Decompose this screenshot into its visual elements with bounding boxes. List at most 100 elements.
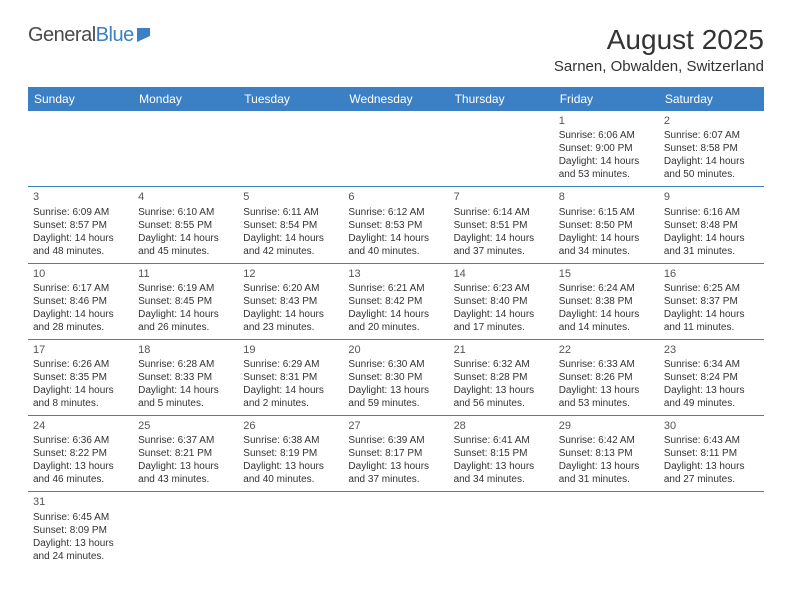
sunset-text: Sunset: 8:13 PM <box>559 447 654 460</box>
daylight-text: Daylight: 13 hours and 40 minutes. <box>243 460 338 486</box>
sunset-text: Sunset: 8:58 PM <box>664 142 759 155</box>
calendar-cell: 8Sunrise: 6:15 AMSunset: 8:50 PMDaylight… <box>554 187 659 263</box>
calendar-cell: 15Sunrise: 6:24 AMSunset: 8:38 PMDayligh… <box>554 263 659 339</box>
daylight-text: Daylight: 14 hours and 8 minutes. <box>33 384 128 410</box>
calendar-header-row: SundayMondayTuesdayWednesdayThursdayFrid… <box>28 87 764 111</box>
logo-text-general: General <box>28 24 96 47</box>
day-number: 22 <box>559 343 654 357</box>
day-number: 17 <box>33 343 128 357</box>
daylight-text: Daylight: 14 hours and 14 minutes. <box>559 308 654 334</box>
sunset-text: Sunset: 8:51 PM <box>454 219 549 232</box>
day-number: 16 <box>664 267 759 281</box>
sunrise-text: Sunrise: 6:29 AM <box>243 358 338 371</box>
sunrise-text: Sunrise: 6:15 AM <box>559 206 654 219</box>
calendar-cell-empty <box>28 111 133 187</box>
calendar-cell: 16Sunrise: 6:25 AMSunset: 8:37 PMDayligh… <box>659 263 764 339</box>
calendar-cell: 2Sunrise: 6:07 AMSunset: 8:58 PMDaylight… <box>659 111 764 187</box>
day-number: 10 <box>33 267 128 281</box>
calendar-cell: 21Sunrise: 6:32 AMSunset: 8:28 PMDayligh… <box>449 339 554 415</box>
sunrise-text: Sunrise: 6:11 AM <box>243 206 338 219</box>
sunrise-text: Sunrise: 6:07 AM <box>664 129 759 142</box>
sunset-text: Sunset: 8:31 PM <box>243 371 338 384</box>
day-header: Thursday <box>449 87 554 111</box>
sunset-text: Sunset: 8:28 PM <box>454 371 549 384</box>
sunrise-text: Sunrise: 6:24 AM <box>559 282 654 295</box>
day-number: 24 <box>33 419 128 433</box>
logo: GeneralBlue <box>28 24 156 47</box>
calendar-row: 31Sunrise: 6:45 AMSunset: 8:09 PMDayligh… <box>28 492 764 568</box>
calendar-cell-empty <box>449 111 554 187</box>
calendar-cell: 1Sunrise: 6:06 AMSunset: 9:00 PMDaylight… <box>554 111 659 187</box>
calendar-cell: 30Sunrise: 6:43 AMSunset: 8:11 PMDayligh… <box>659 416 764 492</box>
calendar-cell: 17Sunrise: 6:26 AMSunset: 8:35 PMDayligh… <box>28 339 133 415</box>
calendar-cell: 20Sunrise: 6:30 AMSunset: 8:30 PMDayligh… <box>343 339 448 415</box>
day-number: 29 <box>559 419 654 433</box>
header: GeneralBlue August 2025 Sarnen, Obwalden… <box>28 24 764 75</box>
sunset-text: Sunset: 8:45 PM <box>138 295 233 308</box>
daylight-text: Daylight: 14 hours and 23 minutes. <box>243 308 338 334</box>
day-number: 14 <box>454 267 549 281</box>
calendar-cell: 23Sunrise: 6:34 AMSunset: 8:24 PMDayligh… <box>659 339 764 415</box>
sunset-text: Sunset: 8:26 PM <box>559 371 654 384</box>
sunset-text: Sunset: 8:55 PM <box>138 219 233 232</box>
daylight-text: Daylight: 13 hours and 27 minutes. <box>664 460 759 486</box>
sunrise-text: Sunrise: 6:20 AM <box>243 282 338 295</box>
daylight-text: Daylight: 13 hours and 56 minutes. <box>454 384 549 410</box>
calendar-cell-empty <box>238 492 343 568</box>
calendar-cell: 9Sunrise: 6:16 AMSunset: 8:48 PMDaylight… <box>659 187 764 263</box>
daylight-text: Daylight: 13 hours and 53 minutes. <box>559 384 654 410</box>
calendar-cell: 10Sunrise: 6:17 AMSunset: 8:46 PMDayligh… <box>28 263 133 339</box>
daylight-text: Daylight: 14 hours and 2 minutes. <box>243 384 338 410</box>
sunrise-text: Sunrise: 6:32 AM <box>454 358 549 371</box>
day-number: 6 <box>348 190 443 204</box>
sunrise-text: Sunrise: 6:12 AM <box>348 206 443 219</box>
sunrise-text: Sunrise: 6:43 AM <box>664 434 759 447</box>
sunset-text: Sunset: 8:46 PM <box>33 295 128 308</box>
day-number: 13 <box>348 267 443 281</box>
daylight-text: Daylight: 13 hours and 46 minutes. <box>33 460 128 486</box>
sunrise-text: Sunrise: 6:37 AM <box>138 434 233 447</box>
day-header: Sunday <box>28 87 133 111</box>
calendar-body: 1Sunrise: 6:06 AMSunset: 9:00 PMDaylight… <box>28 111 764 568</box>
sunrise-text: Sunrise: 6:10 AM <box>138 206 233 219</box>
daylight-text: Daylight: 13 hours and 59 minutes. <box>348 384 443 410</box>
calendar-cell-empty <box>554 492 659 568</box>
sunset-text: Sunset: 8:11 PM <box>664 447 759 460</box>
sunrise-text: Sunrise: 6:16 AM <box>664 206 759 219</box>
calendar-cell: 27Sunrise: 6:39 AMSunset: 8:17 PMDayligh… <box>343 416 448 492</box>
sunset-text: Sunset: 8:19 PM <box>243 447 338 460</box>
daylight-text: Daylight: 13 hours and 49 minutes. <box>664 384 759 410</box>
day-number: 4 <box>138 190 233 204</box>
calendar-cell: 6Sunrise: 6:12 AMSunset: 8:53 PMDaylight… <box>343 187 448 263</box>
title-block: August 2025 Sarnen, Obwalden, Switzerlan… <box>554 24 764 75</box>
day-number: 31 <box>33 495 128 509</box>
sunset-text: Sunset: 8:54 PM <box>243 219 338 232</box>
sunrise-text: Sunrise: 6:42 AM <box>559 434 654 447</box>
day-number: 20 <box>348 343 443 357</box>
day-number: 2 <box>664 114 759 128</box>
flag-icon <box>136 27 156 43</box>
sunrise-text: Sunrise: 6:33 AM <box>559 358 654 371</box>
day-number: 12 <box>243 267 338 281</box>
location-text: Sarnen, Obwalden, Switzerland <box>554 58 764 75</box>
daylight-text: Daylight: 14 hours and 48 minutes. <box>33 232 128 258</box>
sunrise-text: Sunrise: 6:17 AM <box>33 282 128 295</box>
calendar-cell: 14Sunrise: 6:23 AMSunset: 8:40 PMDayligh… <box>449 263 554 339</box>
daylight-text: Daylight: 13 hours and 43 minutes. <box>138 460 233 486</box>
sunrise-text: Sunrise: 6:25 AM <box>664 282 759 295</box>
day-number: 1 <box>559 114 654 128</box>
calendar-row: 3Sunrise: 6:09 AMSunset: 8:57 PMDaylight… <box>28 187 764 263</box>
calendar-cell: 11Sunrise: 6:19 AMSunset: 8:45 PMDayligh… <box>133 263 238 339</box>
day-number: 26 <box>243 419 338 433</box>
calendar-cell-empty <box>133 492 238 568</box>
sunset-text: Sunset: 8:24 PM <box>664 371 759 384</box>
day-number: 9 <box>664 190 759 204</box>
sunrise-text: Sunrise: 6:23 AM <box>454 282 549 295</box>
sunset-text: Sunset: 8:09 PM <box>33 524 128 537</box>
sunset-text: Sunset: 8:15 PM <box>454 447 549 460</box>
daylight-text: Daylight: 13 hours and 24 minutes. <box>33 537 128 563</box>
calendar-cell: 12Sunrise: 6:20 AMSunset: 8:43 PMDayligh… <box>238 263 343 339</box>
calendar-cell: 24Sunrise: 6:36 AMSunset: 8:22 PMDayligh… <box>28 416 133 492</box>
daylight-text: Daylight: 14 hours and 50 minutes. <box>664 155 759 181</box>
sunset-text: Sunset: 8:43 PM <box>243 295 338 308</box>
